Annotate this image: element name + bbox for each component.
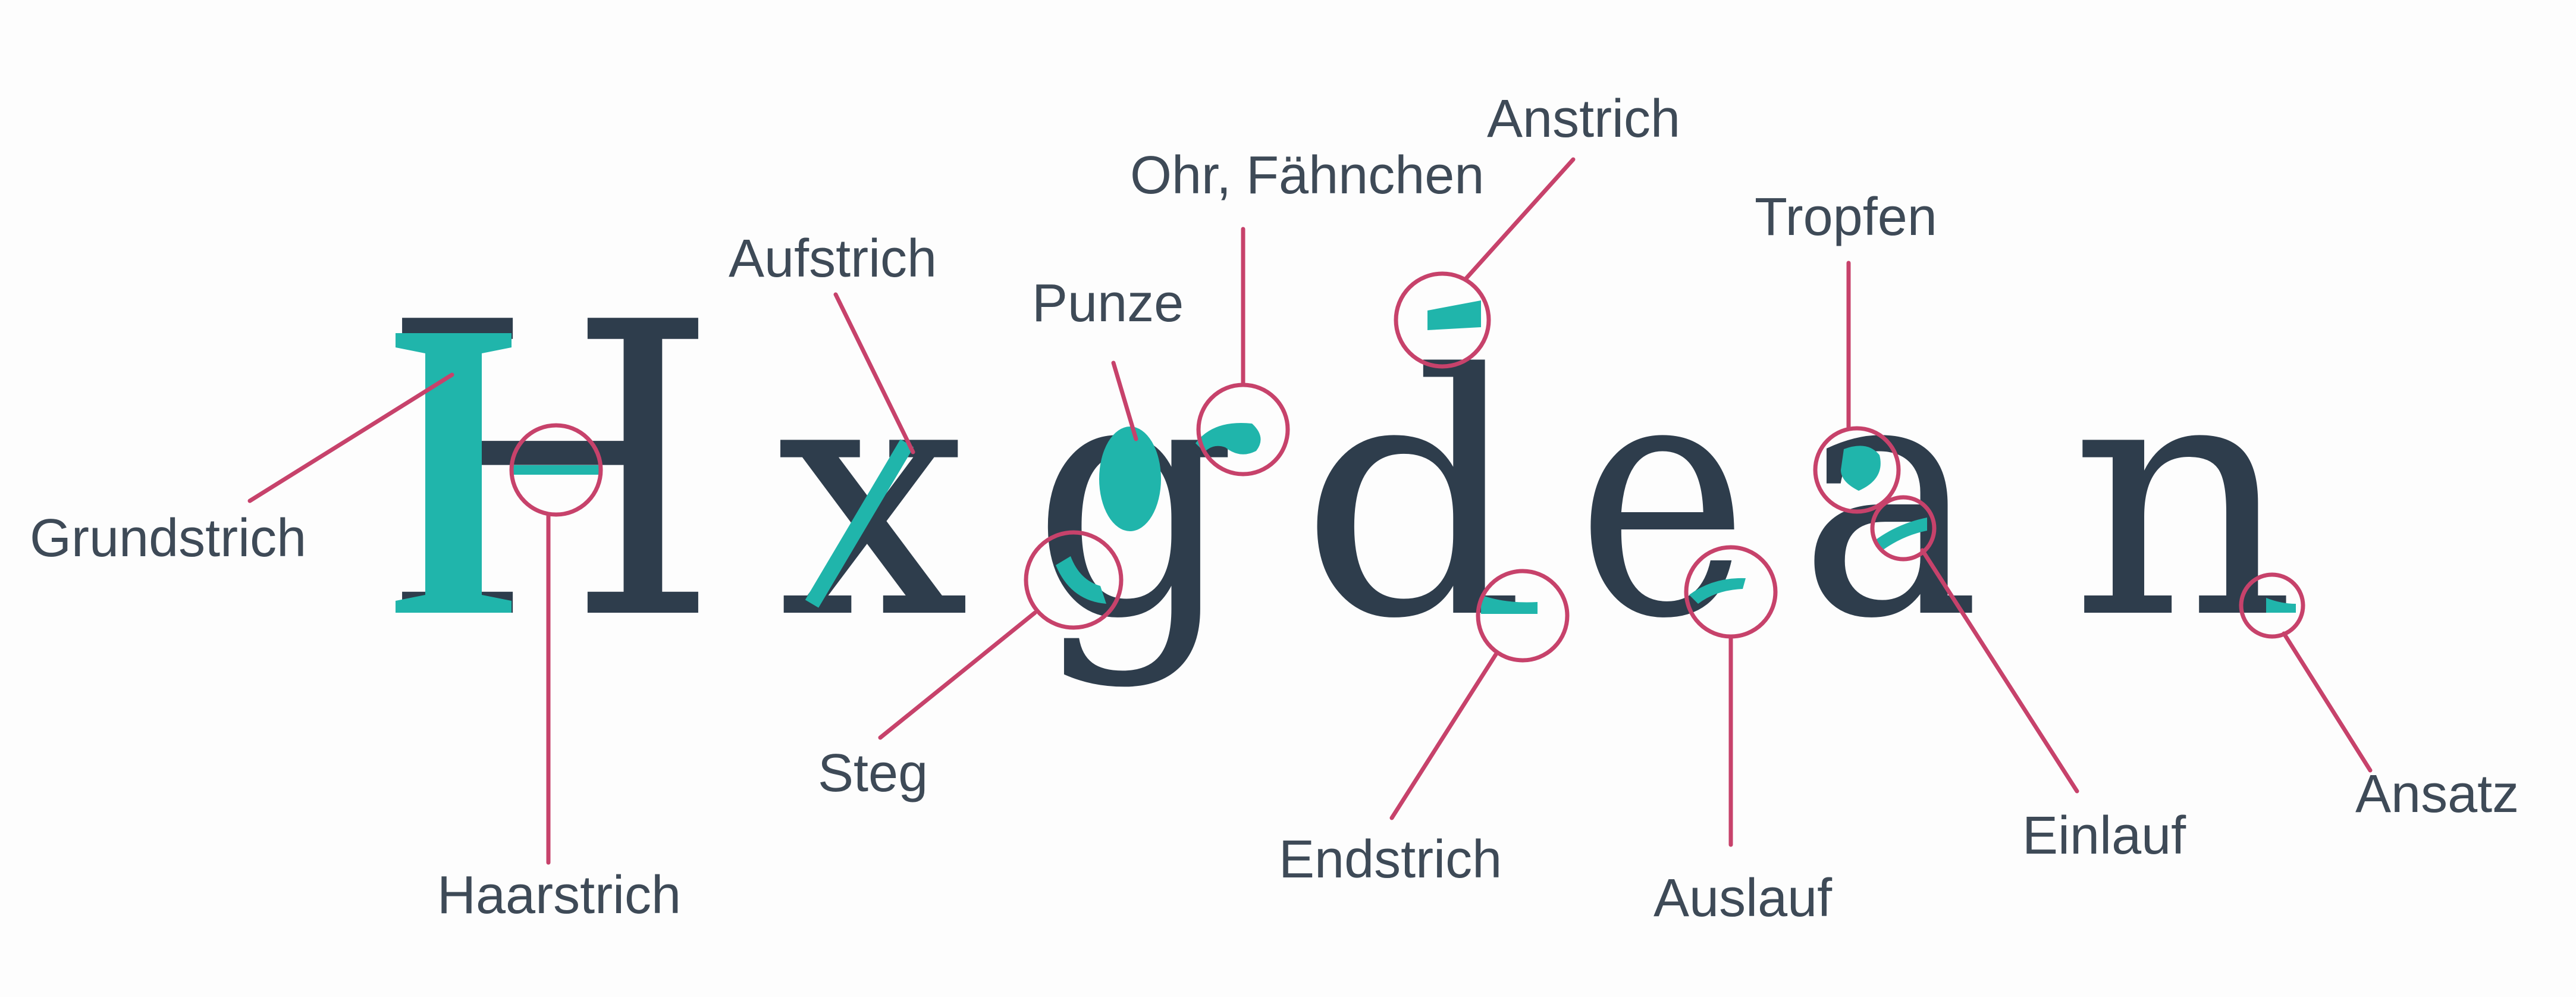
letter-n: n	[2070, 304, 2296, 692]
ansatz-label: Ansatz	[2355, 764, 2519, 824]
ohr-highlight	[1196, 422, 1261, 454]
ansatz-leader	[2282, 631, 2373, 773]
endstrich-leader	[1389, 652, 1498, 820]
punze-label: Punze	[1032, 274, 1184, 333]
endstrich-highlight	[1481, 595, 1538, 614]
einlauf-highlight	[1874, 518, 1927, 550]
anstrich-label: Anstrich	[1487, 89, 1680, 149]
endstrich-label: Endstrich	[1279, 830, 1502, 889]
einlauf-marker	[1870, 495, 1937, 562]
aufstrich-leader	[833, 292, 915, 454]
anstrich-highlight	[1427, 300, 1481, 330]
haarstrich-label: Haarstrich	[437, 866, 681, 925]
haarstrich-marker	[509, 423, 603, 517]
steg-label: Steg	[818, 744, 928, 803]
punze-highlight	[1099, 427, 1161, 531]
tropfen-marker	[1813, 426, 1901, 514]
haarstrich-highlight	[512, 465, 601, 475]
punze-leader	[1111, 360, 1138, 441]
letter-d: d	[1300, 300, 1538, 692]
labels: Grundstrich Haarstrich Aufstrich Steg Pu…	[30, 89, 2519, 928]
tropfen-highlight	[1841, 446, 1881, 491]
letter-e-glyph: e	[1576, 304, 1749, 692]
steg-leader	[878, 610, 1037, 740]
letter-e: e	[1576, 304, 1749, 692]
letter-x: x	[776, 304, 969, 692]
steg-highlight	[1056, 556, 1106, 604]
auslauf-label: Auslauf	[1653, 869, 1833, 928]
ansatz-highlight	[2266, 598, 2296, 613]
letter-d-glyph: d	[1300, 304, 1526, 692]
einlauf-label: Einlauf	[2022, 806, 2186, 866]
endstrich-marker	[1476, 569, 1570, 663]
grundstrich-label: Grundstrich	[30, 509, 306, 568]
aufstrich-highlight	[805, 439, 914, 608]
specimen-word: H x g d	[381, 238, 2296, 708]
grundstrich-leader	[247, 372, 454, 503]
einlauf-leader	[1920, 548, 2079, 794]
letter-n-glyph: n	[2070, 304, 2296, 692]
grundstrich-highlight	[396, 333, 512, 613]
tropfen-label: Tropfen	[1755, 187, 1937, 247]
ohr-label: Ohr, Fähnchen	[1130, 146, 1484, 205]
aufstrich-label: Aufstrich	[729, 229, 937, 289]
letter-g: g	[1032, 304, 1261, 692]
ansatz-marker	[2239, 572, 2305, 639]
auslauf-highlight	[1689, 578, 1746, 604]
anstrich-marker	[1394, 271, 1491, 369]
steg-marker	[1024, 530, 1124, 630]
leader-lines	[247, 157, 2373, 865]
anstrich-leader	[1464, 157, 1576, 281]
